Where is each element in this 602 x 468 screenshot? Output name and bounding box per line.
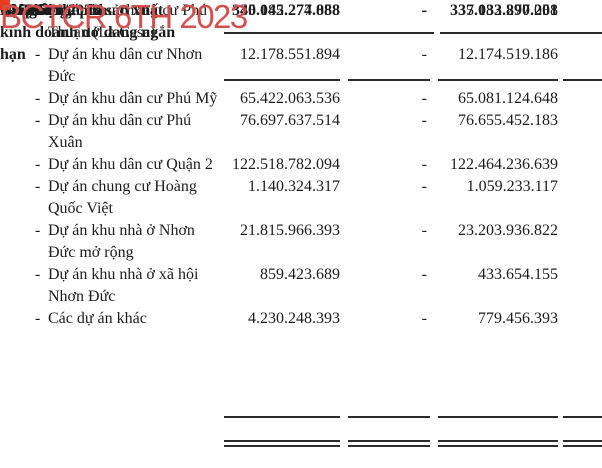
project-label: Các dự án khác (48, 310, 147, 327)
rule-total-bottom1-c4 (563, 440, 602, 442)
rule-period-prior (440, 32, 602, 34)
row-dash: - (35, 266, 41, 283)
project-label: Dự án khu dân cư Quận 2 (48, 156, 213, 173)
table-row: - Dự án chung cư Hoàng Quốc Việt 1.140.3… (0, 176, 602, 220)
rule-period-current (224, 32, 434, 34)
rule-subheader-c1 (224, 79, 340, 81)
provision-value: - (421, 112, 427, 129)
prior-cost-value: 433.654.155 (478, 266, 558, 283)
rule-total-bottom2-c2 (348, 445, 430, 447)
table-row: - Dự án khu chung cư Phú Thuận (La Casa)… (0, 0, 602, 44)
prior-cost-value: 12.174.519.186 (458, 46, 558, 63)
provision-value: - (421, 178, 427, 195)
table-row: - Dự án khu dân cư Nhơn Đức 12.178.551.8… (0, 44, 602, 88)
total-label: Cộng (35, 2, 72, 19)
provision-value: - (421, 2, 427, 19)
cost-value: 65.422.063.536 (240, 90, 340, 107)
prior-cost-value: 1.059.233.117 (466, 178, 558, 195)
cost-value: 76.697.637.514 (240, 112, 340, 129)
rule-total-top-c4 (563, 416, 602, 418)
highlight-annotation-rectangle (0, 0, 10, 10)
cost-value: 859.423.689 (260, 266, 340, 283)
row-dash: - (35, 310, 41, 327)
provision-value: - (421, 310, 427, 327)
col-header-provision-current: Dự phòng (0, 2, 68, 19)
project-label: Dự án khu dân cư Phú Mỹ (48, 90, 218, 107)
rule-total-bottom2-c3 (438, 445, 558, 447)
rule-subheader-c2 (348, 79, 430, 81)
col-header-cost-current: Giá gốc (0, 2, 52, 19)
row-dash: - (35, 178, 41, 195)
prior-cost-value: 122.464.236.639 (450, 156, 558, 173)
total-row: Cộng 340.045.274.888 - 337.033.890.201 (0, 0, 602, 22)
row-dash: - (35, 2, 41, 19)
cost-value: 1.140.324.317 (248, 178, 340, 195)
prior-cost-value: 35.182.277.058 (458, 2, 558, 19)
project-label: Dự án khu dân cư Nhơn Đức (48, 46, 203, 85)
period-header-01-01-2023: Tại 01/01/2023 (0, 2, 101, 19)
rule-subheader-c3 (438, 79, 558, 81)
row-dash: - (35, 112, 41, 129)
table-body: - Dự án khu chung cư Phú Thuận (La Casa)… (0, 0, 602, 330)
col-header-cost-prior: Giá gốc (0, 2, 52, 19)
total-cost-value: 340.045.274.888 (232, 2, 340, 19)
table-row: - Dự án khu dân cư Phú Mỹ 65.422.063.536… (0, 88, 602, 110)
project-label: Dự án chung cư Hoàng Quốc Việt (48, 178, 197, 217)
cost-value: 21.815.966.393 (240, 222, 340, 239)
prior-cost-value: 779.456.393 (478, 310, 558, 327)
rule-total-top-c3 (438, 416, 558, 418)
table-row: - Dự án khu dân cư Quận 2 122.518.782.09… (0, 154, 602, 176)
table-row: - Dự án khu dân cư Phú Xuân 76.697.637.5… (0, 110, 602, 154)
table-row: - Dự án khu nhà ở Nhơn Đức mở rộng 21.81… (0, 220, 602, 264)
rule-total-top-c1 (224, 416, 340, 418)
project-label: Dự án khu nhà ở Nhơn Đức mở rộng (48, 222, 195, 261)
provision-value: - (421, 222, 427, 239)
total-provision-value: - (421, 2, 427, 19)
row-dash: - (35, 222, 41, 239)
period-header-30-06-2023: Tại 30/06/2023 (0, 2, 101, 19)
project-label: Dự án khu chung cư Phú Thuận (La Casa) (48, 2, 208, 41)
provision-value: - (421, 156, 427, 173)
cost-value: 12.178.551.894 (240, 46, 340, 63)
rule-total-bottom1-c1 (224, 440, 340, 442)
row-dash: - (35, 46, 41, 63)
table-row: - Các dự án khác 4.230.248.393 - 779.456… (0, 308, 602, 330)
rule-total-bottom1-c2 (348, 440, 430, 442)
cost-value: 35.182.277.058 (240, 2, 340, 19)
row-header: Chi tiết chi phí sản xuất kinh doanh dở … (0, 2, 176, 63)
total-prior-cost-value: 337.033.890.201 (450, 2, 558, 19)
prior-cost-value: 23.203.936.822 (458, 222, 558, 239)
row-dash: - (35, 156, 41, 173)
project-label: Dự án khu dân cư Phú Xuân (48, 112, 192, 151)
rule-total-top-c2 (348, 416, 430, 418)
provision-value: - (421, 266, 427, 283)
watermark: BCTCR 6TH 2023 (0, 0, 248, 35)
rule-total-bottom2-c1 (224, 445, 340, 447)
row-dash: - (35, 90, 41, 107)
cost-value: 4.230.248.393 (248, 310, 340, 327)
project-label: Dự án khu nhà ở xã hội Nhơn Đức (48, 266, 199, 305)
prior-cost-value: 65.081.124.648 (458, 90, 558, 107)
table-row: - Dự án khu nhà ở xã hội Nhơn Đức 859.42… (0, 264, 602, 308)
cost-value: 122.518.782.094 (232, 156, 340, 173)
provision-value: - (421, 46, 427, 63)
provision-value: - (421, 90, 427, 107)
rule-total-bottom2-c4 (563, 445, 602, 447)
rule-subheader-c4 (563, 79, 602, 81)
col-header-provision-prior-clipped: Dự phòng (0, 2, 68, 19)
rule-total-bottom1-c3 (438, 440, 558, 442)
prior-cost-value: 76.655.452.183 (458, 112, 558, 129)
